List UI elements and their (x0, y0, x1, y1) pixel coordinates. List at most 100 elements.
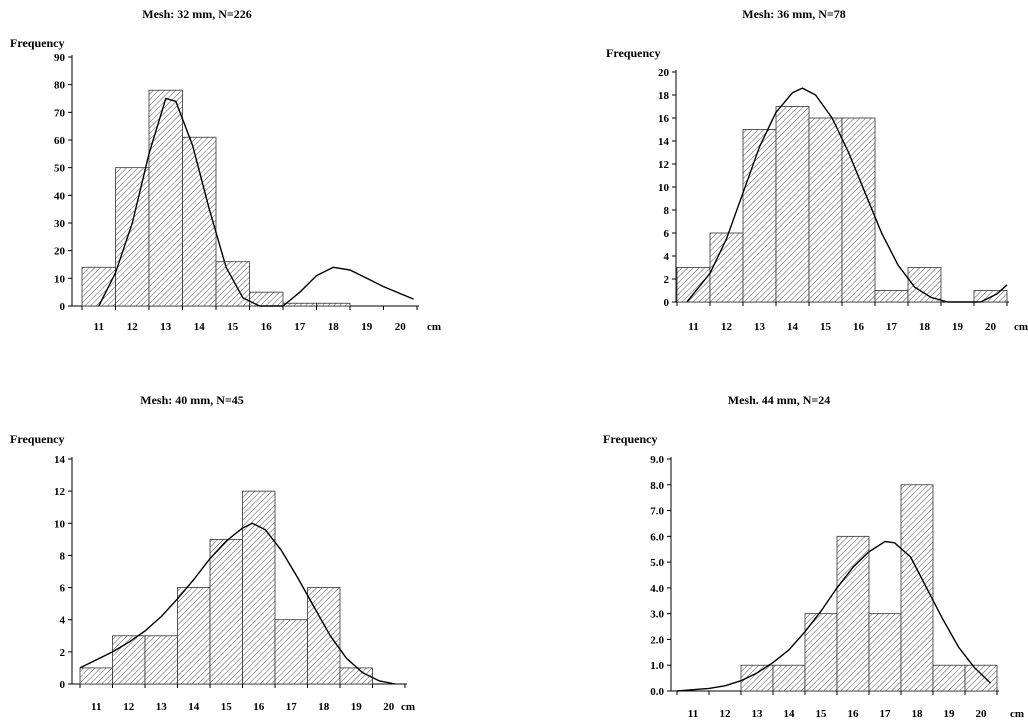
y-tick-label: 20 (54, 246, 66, 258)
histogram-bar (804, 613, 838, 692)
y-tick-label: 20 (658, 67, 670, 79)
chart-svg: Mesh: 40 mm, N=45 Frequency 0 2 4 6 8 10 12 14 11 1… (10, 393, 415, 713)
x-tick-label: 20 (395, 321, 407, 333)
y-tick-label: 5.0 (650, 557, 664, 569)
histogram-bar (112, 635, 146, 685)
x-tick-label: 16 (853, 321, 865, 333)
y-tick-label: 0 (60, 679, 66, 691)
x-tick-label: 15 (816, 708, 828, 720)
histogram-bar (973, 290, 1008, 303)
x-tick-label: 19 (361, 321, 373, 333)
y-tick-label: 16 (658, 113, 670, 125)
x-tick-label: 14 (194, 321, 206, 333)
y-axis-label: Frequency (10, 432, 64, 446)
histogram-panel-mesh-44: Mesh. 44 mm, N=24 Frequency 0.0 1.0 2.0 3.0 4.… (514, 361, 1028, 722)
y-tick-label: 14 (54, 454, 66, 466)
y-tick-label: 0.0 (650, 686, 664, 698)
x-tick-label: 15 (820, 321, 832, 333)
y-tick-label: 10 (54, 518, 66, 530)
histogram-bar (874, 290, 909, 303)
x-tick-label: 12 (721, 321, 733, 333)
histogram-bar (182, 136, 217, 307)
y-tick-label: 6 (60, 583, 66, 595)
y-tick-label: 80 (54, 80, 66, 92)
histogram-bar (307, 587, 341, 685)
chart-title: Mesh: 36 mm, N=78 (742, 7, 846, 21)
histogram-bar (177, 587, 211, 685)
chart-title: Mesh. 44 mm, N=24 (728, 393, 831, 407)
y-tick-label: 8 (60, 550, 66, 562)
histogram-bar (900, 484, 934, 692)
histogram-bar (282, 302, 317, 307)
y-tick-label: 10 (54, 273, 66, 285)
histogram-bar (339, 667, 373, 685)
y-tick-label: 4.0 (650, 583, 664, 595)
x-tick-label: 13 (752, 708, 764, 720)
y-tick-label: 6 (664, 228, 670, 240)
y-tick-label: 0 (60, 301, 66, 313)
histogram-bar (144, 635, 178, 685)
y-tick-label: 4 (60, 615, 66, 627)
histogram-bar (242, 490, 276, 685)
y-tick-label: 50 (54, 163, 66, 175)
histogram-bar (148, 89, 183, 307)
y-tick-label: 12 (658, 159, 670, 171)
fitted-curve (79, 522, 396, 685)
x-tick-label: 17 (286, 701, 298, 713)
x-tick-label: 16 (261, 321, 273, 333)
x-tick-label: 12 (127, 321, 139, 333)
x-tick-label: 13 (754, 321, 766, 333)
y-tick-label: 40 (54, 190, 66, 202)
x-tick-label: 17 (886, 321, 898, 333)
histogram-bar (274, 619, 308, 685)
chart-svg: Mesh: 36 mm, N=78 Frequency 0 2 4 6 8 10 12 14 16 1… (606, 7, 1028, 333)
fitted-curve (676, 540, 992, 692)
histogram-bar (676, 267, 711, 303)
y-tick-label: 8.0 (650, 480, 664, 492)
y-tick-label: 2 (60, 647, 66, 659)
chart-svg: Mesh. 44 mm, N=24 Frequency 0.0 1.0 2.0 3.0 4.… (603, 393, 1024, 720)
histogram-bar (964, 664, 998, 692)
histogram-bar (209, 538, 243, 685)
x-tick-label: 18 (912, 708, 924, 720)
x-tick-label: 20 (976, 708, 988, 720)
histogram-bar (932, 664, 966, 692)
chart-title: Mesh: 32 mm, N=226 (142, 7, 252, 21)
histogram-bar (215, 261, 250, 307)
x-unit-label: cm (427, 321, 441, 333)
histogram-bar (868, 613, 902, 692)
histogram-panel-mesh-32: Mesh: 32 mm, N=226 Frequency 0 10 20 30 40 50 60… (0, 0, 514, 361)
y-tick-label: 12 (54, 486, 66, 498)
x-tick-label: 12 (720, 708, 732, 720)
y-tick-label: 9.0 (650, 454, 664, 466)
y-axis-label: Frequency (606, 46, 660, 60)
y-tick-label: 3.0 (650, 609, 664, 621)
y-tick-label: 8 (664, 205, 670, 217)
x-tick-label: 15 (227, 321, 239, 333)
chart-svg: Mesh: 32 mm, N=226 Frequency 0 10 20 30 40 50 60… (10, 7, 441, 333)
fitted-curve (686, 87, 1008, 303)
x-tick-label: 17 (880, 708, 892, 720)
x-tick-label: 11 (94, 321, 104, 333)
histogram-panel-mesh-40: Mesh: 40 mm, N=45 Frequency 0 2 4 6 8 10 12 14 11 1… (0, 361, 514, 722)
y-tick-label: 0 (664, 297, 670, 309)
histogram-bar (742, 129, 777, 303)
x-unit-label: cm (401, 701, 415, 713)
y-tick-label: 2.0 (650, 634, 664, 646)
y-tick-label: 70 (54, 107, 66, 119)
x-tick-label: 11 (688, 321, 698, 333)
y-tick-label: 18 (658, 90, 670, 102)
histogram-bar (841, 117, 876, 303)
x-tick-label: 18 (328, 321, 340, 333)
y-axis-label: Frequency (603, 432, 657, 446)
x-tick-label: 19 (944, 708, 956, 720)
histogram-panel-mesh-36: Mesh: 36 mm, N=78 Frequency 0 2 4 6 8 10 12 14 16 1… (514, 0, 1028, 361)
x-tick-label: 18 (318, 701, 330, 713)
y-tick-label: 7.0 (650, 506, 664, 518)
y-axis-label: Frequency (10, 36, 64, 50)
x-tick-label: 11 (688, 708, 698, 720)
y-tick-label: 60 (54, 135, 66, 147)
histogram-bar (836, 535, 870, 692)
histogram-bar (79, 667, 113, 685)
y-tick-label: 10 (658, 182, 670, 194)
